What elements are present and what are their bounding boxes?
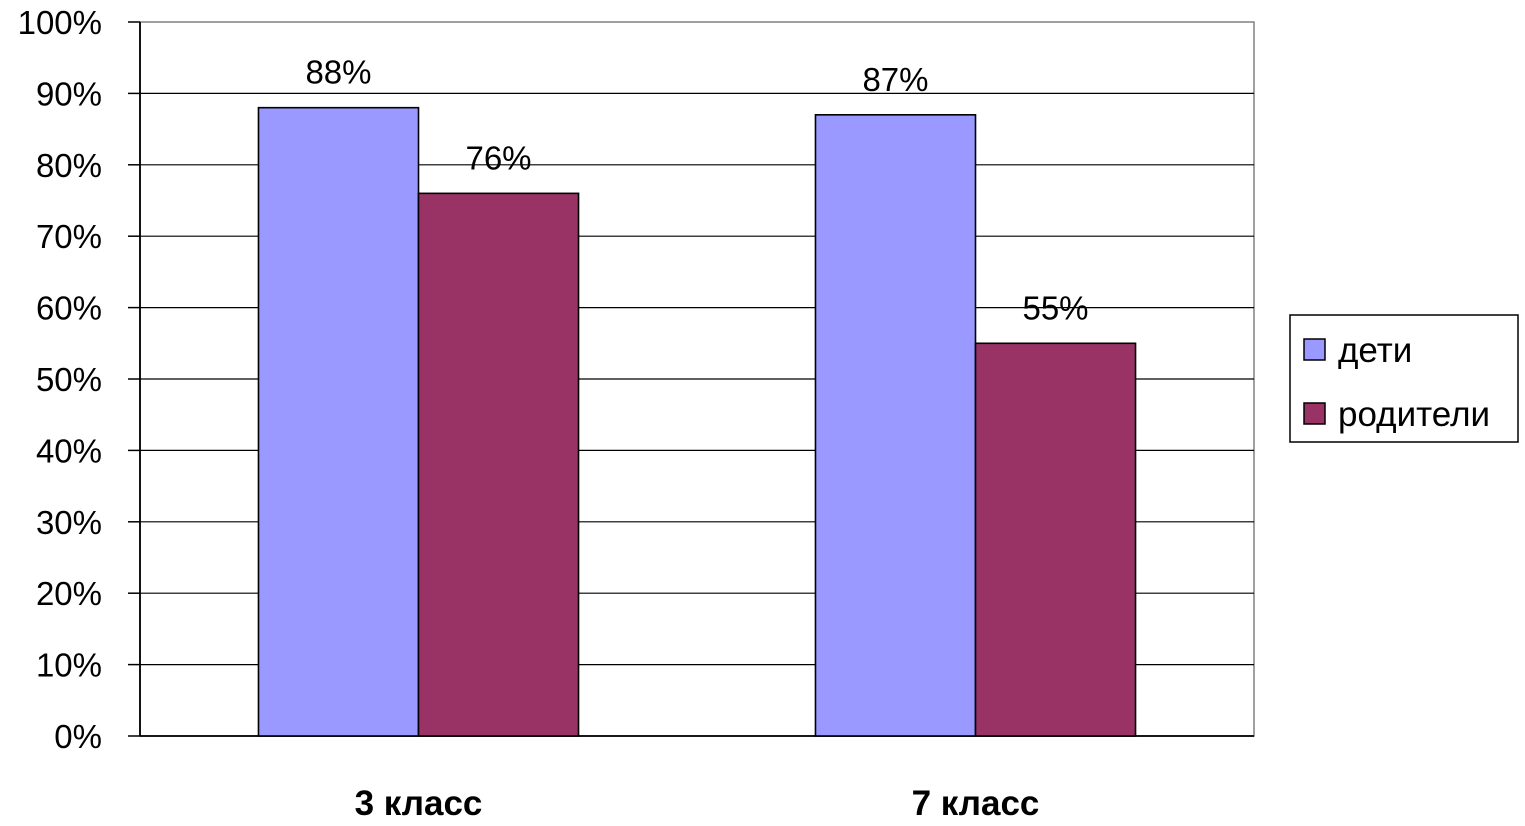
y-tick-label: 60% (36, 290, 102, 327)
data-label: 87% (862, 61, 928, 98)
bars (257, 106, 1137, 737)
y-tick-label: 30% (36, 504, 102, 541)
x-category-label: 7 класс (912, 784, 1040, 823)
y-tick-label: 80% (36, 147, 102, 184)
y-tick-label: 50% (36, 361, 102, 398)
legend-label: дети (1338, 331, 1412, 370)
legend: дети родители (1289, 314, 1519, 443)
legend-swatch-deti (1303, 338, 1326, 361)
data-label: 76% (465, 139, 531, 176)
bar-deti-2 (814, 114, 977, 737)
bar-roditeli-1 (417, 192, 580, 737)
data-labels: 88% 76% 87% 55% (305, 54, 1088, 327)
bar-deti-1 (257, 106, 420, 737)
legend-box (1289, 314, 1519, 443)
legend-swatch-roditeli (1303, 402, 1326, 425)
legend-label: родители (1338, 395, 1490, 434)
data-label: 55% (1022, 289, 1088, 326)
data-label: 88% (305, 54, 371, 91)
y-tick-label: 20% (36, 575, 102, 612)
y-tick-label: 0% (54, 718, 102, 755)
y-tick-label: 90% (36, 75, 102, 112)
y-tick-label: 70% (36, 218, 102, 255)
y-tick-label: 100% (18, 4, 102, 41)
bar-roditeli-2 (974, 342, 1137, 737)
y-tick-label: 40% (36, 432, 102, 469)
y-tick-label: 10% (36, 647, 102, 684)
x-category-label: 3 класс (355, 784, 483, 823)
y-axis-ticks: 0% 10% 20% 30% 40% 50% 60% 70% 80% 90% 100% (18, 4, 140, 755)
x-axis-categories: 3 класс 7 класс (355, 784, 1040, 823)
